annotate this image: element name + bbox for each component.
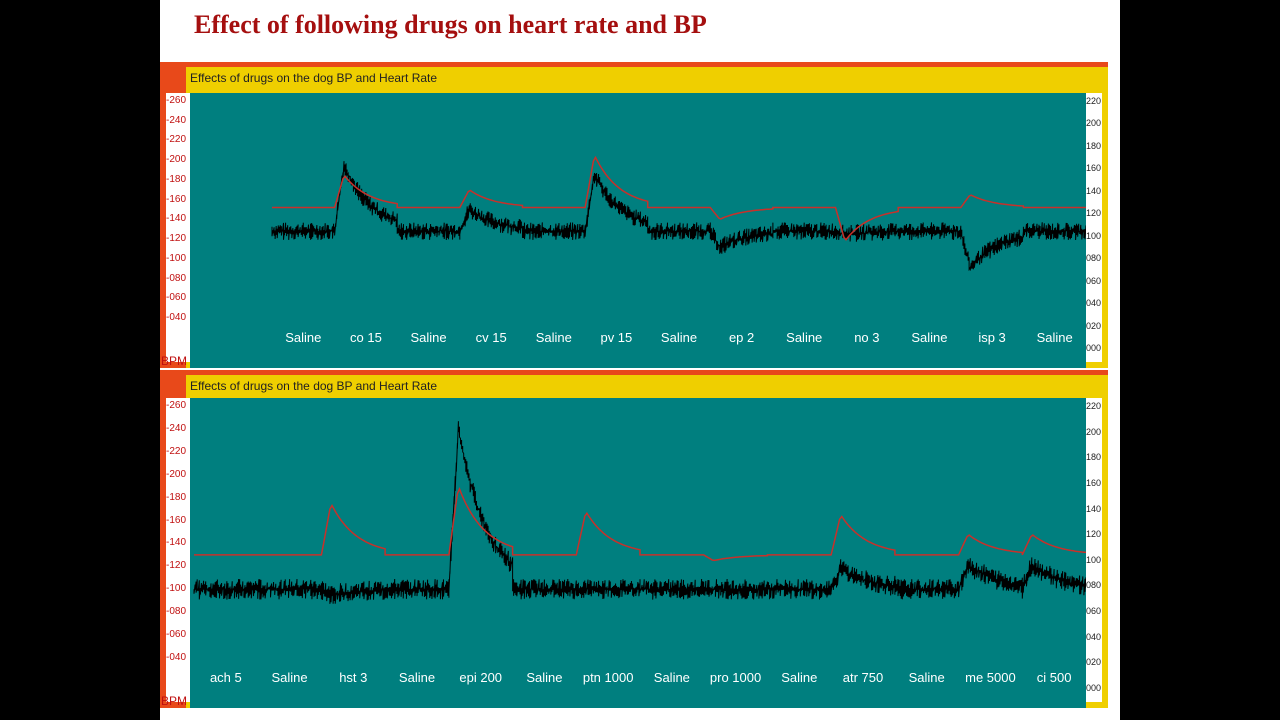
drug-segment-label: Saline bbox=[1036, 330, 1073, 345]
drug-segment-label: Saline bbox=[911, 330, 948, 345]
drug-segment-label: Saline bbox=[660, 330, 698, 345]
bpm-tick-label: -100 bbox=[166, 252, 187, 264]
right-tick-label: 140 bbox=[1086, 185, 1102, 196]
drug-segment-label: ach 5 bbox=[209, 670, 242, 685]
bpm-tick-label: -120 bbox=[166, 560, 187, 572]
right-tick-label: 100 bbox=[1086, 230, 1102, 241]
hr-trace bbox=[194, 487, 1086, 562]
bpm-tick-label: -140 bbox=[166, 213, 187, 225]
bpm-tick-label: -200 bbox=[166, 154, 187, 166]
drug-segment-label: Saline bbox=[908, 670, 945, 685]
bpm-tick-label: -240 bbox=[166, 114, 187, 126]
right-tick-label: 100 bbox=[1086, 554, 1102, 565]
right-tick-label: 140 bbox=[1086, 503, 1102, 514]
bpm-tick-label: -060 bbox=[166, 629, 187, 641]
hr-trace bbox=[272, 155, 1086, 241]
panel-border bbox=[160, 370, 1108, 375]
right-axis: 220 200 180 160 140 120 100 080 060 040 020 000 bbox=[1086, 93, 1102, 362]
bpm-tick-label: -160 bbox=[166, 193, 187, 205]
drug-segment-label: Saline bbox=[781, 670, 818, 685]
bp-trace bbox=[271, 161, 1086, 272]
drug-segment-label: Saline bbox=[786, 330, 823, 345]
right-tick-label: 040 bbox=[1086, 298, 1102, 309]
slide-title: Effect of following drugs on heart rate … bbox=[194, 10, 707, 39]
plot-area: ach 5 Saline hst 3 Saline epi 200 Saline ptn 1… bbox=[190, 398, 1086, 708]
right-tick-label: 000 bbox=[1086, 343, 1102, 353]
right-tick-label: 020 bbox=[1086, 657, 1102, 668]
drug-segment-label: ptn 1000 bbox=[582, 670, 634, 685]
bpm-tick-label: -040 bbox=[166, 312, 187, 323]
drug-segment-label: atr 750 bbox=[842, 670, 884, 685]
window-title: Effects of drugs on the dog BP and Heart… bbox=[190, 71, 438, 85]
bp-trace bbox=[193, 421, 1086, 604]
right-tick-label: 220 bbox=[1086, 96, 1102, 106]
right-tick-label: 040 bbox=[1086, 631, 1102, 642]
right-tick-label: 160 bbox=[1086, 163, 1102, 174]
bpm-tick-label: -040 bbox=[166, 652, 187, 663]
right-tick-label: 200 bbox=[1086, 118, 1102, 129]
drug-segment-label: ci 500 bbox=[1036, 670, 1072, 685]
bpm-tick-label: -080 bbox=[166, 272, 187, 284]
bpm-unit-label: BPM bbox=[161, 694, 188, 708]
right-tick-label: 120 bbox=[1086, 529, 1102, 540]
drug-segment-label: Saline bbox=[535, 330, 572, 345]
bpm-axis: -260 -240 -220 -200 -180 -160 -140 -120 -100 -080… bbox=[166, 398, 190, 702]
chart-panel-2: Effects of drugs on the dog BP and Heart… bbox=[160, 370, 1108, 708]
bpm-tick-label: -180 bbox=[166, 173, 187, 185]
bpm-tick-label: -260 bbox=[166, 400, 187, 411]
right-axis: 220 200 180 160 140 120 100 080 060 040 020 000 bbox=[1086, 398, 1102, 702]
bpm-tick-label: -180 bbox=[166, 491, 187, 503]
chart-panel-1: Effects of drugs on the dog BP and Heart… bbox=[160, 62, 1108, 368]
right-tick-label: 220 bbox=[1086, 401, 1102, 411]
drug-segment-label: pro 1000 bbox=[709, 670, 762, 685]
right-tick-label: 060 bbox=[1086, 606, 1102, 617]
right-tick-label: 180 bbox=[1086, 140, 1102, 151]
drug-segment-label: pv 15 bbox=[600, 330, 633, 345]
right-tick-label: 080 bbox=[1086, 253, 1102, 264]
trace-chart bbox=[271, 155, 1086, 272]
drug-segment-label: epi 200 bbox=[459, 670, 503, 685]
drug-segment-label: me 5000 bbox=[965, 670, 1016, 685]
bpm-tick-label: -100 bbox=[166, 583, 187, 595]
trace-chart bbox=[193, 421, 1086, 604]
bpm-tick-label: -240 bbox=[166, 422, 187, 434]
bpm-unit-label: BPM bbox=[161, 354, 188, 368]
drug-segment-label: Saline bbox=[410, 330, 447, 345]
right-tick-label: 060 bbox=[1086, 275, 1102, 286]
drug-segment-label: Saline bbox=[398, 670, 436, 685]
bpm-tick-label: -220 bbox=[166, 134, 187, 146]
drug-segment-label: co 15 bbox=[350, 330, 382, 345]
bpm-tick-label: -120 bbox=[166, 233, 187, 245]
bpm-tick-label: -140 bbox=[166, 537, 187, 549]
drug-segment-label: Saline bbox=[526, 670, 563, 685]
right-tick-label: 120 bbox=[1086, 208, 1102, 219]
window-title: Effects of drugs on the dog BP and Heart… bbox=[190, 379, 438, 393]
bpm-axis: -260 -240 -220 -200 -180 -160 -140 -120 -100 -080… bbox=[166, 93, 190, 362]
right-tick-label: 080 bbox=[1086, 580, 1102, 591]
bpm-tick-label: -220 bbox=[166, 445, 187, 457]
right-tick-label: 160 bbox=[1086, 477, 1102, 488]
bpm-tick-label: -200 bbox=[166, 468, 187, 480]
drug-segment-label: no 3 bbox=[854, 330, 880, 345]
drug-segment-label: isp 3 bbox=[978, 330, 1006, 345]
bpm-tick-label: -260 bbox=[166, 95, 187, 106]
drug-segment-label: ep 2 bbox=[728, 330, 755, 345]
drug-segment-label: Saline bbox=[285, 330, 322, 345]
panel-border bbox=[160, 62, 1108, 67]
right-tick-label: 180 bbox=[1086, 452, 1102, 463]
right-tick-label: 000 bbox=[1086, 683, 1102, 693]
right-tick-label: 200 bbox=[1086, 426, 1102, 437]
drug-segment-label: Saline bbox=[653, 670, 690, 685]
drug-segment-label: Saline bbox=[271, 670, 308, 685]
drug-segment-label: hst 3 bbox=[339, 670, 368, 685]
drug-segment-label: cv 15 bbox=[475, 330, 507, 345]
slide: Effect of following drugs on heart rate … bbox=[160, 0, 1120, 720]
right-tick-label: 020 bbox=[1086, 320, 1102, 331]
bpm-tick-label: -060 bbox=[166, 292, 187, 304]
plot-area: Saline co 15 Saline cv 15 Saline pv 15 Saline e… bbox=[190, 93, 1086, 368]
bpm-tick-label: -160 bbox=[166, 514, 187, 526]
bpm-tick-label: -080 bbox=[166, 606, 187, 618]
